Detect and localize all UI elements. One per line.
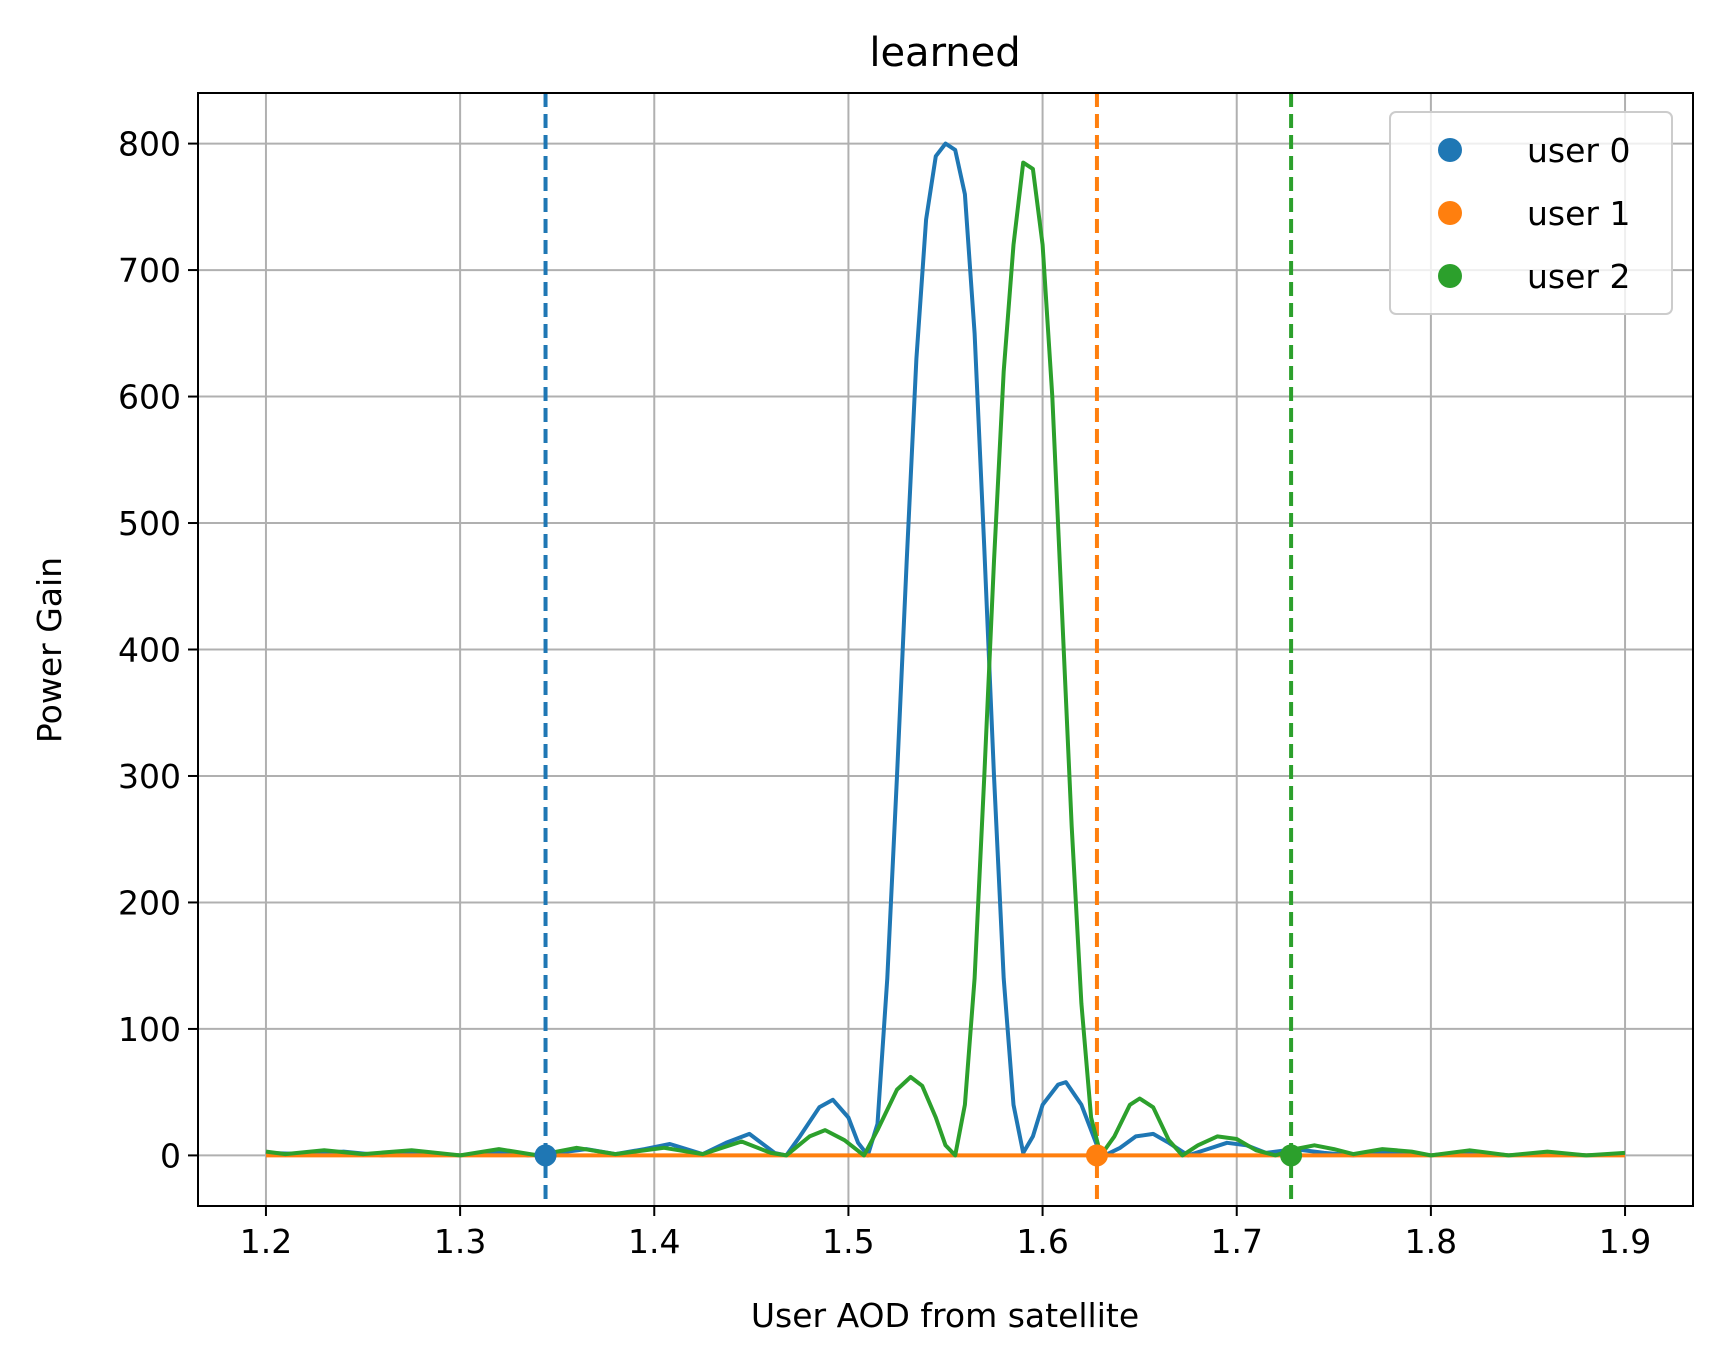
- legend-marker: [1438, 138, 1462, 162]
- y-tick-label: 600: [118, 378, 181, 417]
- y-axis-label: Power Gain: [30, 557, 69, 743]
- x-axis-label: User AOD from satellite: [751, 1296, 1139, 1335]
- user-marker: [1280, 1144, 1303, 1167]
- y-tick-label: 300: [118, 757, 181, 796]
- y-tick-label: 200: [118, 883, 181, 922]
- y-tick-label: 100: [118, 1010, 181, 1049]
- legend-label: user 1: [1527, 194, 1630, 233]
- x-tick-label: 1.8: [1405, 1222, 1457, 1261]
- y-tick-label: 500: [118, 504, 181, 543]
- legend-label: user 0: [1527, 131, 1630, 170]
- series-line: [265, 160, 1626, 1158]
- user-marker: [1085, 1144, 1108, 1167]
- y-tick-label: 0: [160, 1136, 181, 1175]
- legend: user 0 user 1 user 2: [1389, 111, 1673, 315]
- legend-marker: [1438, 201, 1462, 225]
- x-tick-label: 1.4: [628, 1222, 680, 1261]
- x-axis: 1.2 1.3 1.4 1.5 1.6 1.7 1.8 1.9: [240, 1206, 1651, 1261]
- user-markers: [534, 1144, 1303, 1167]
- x-tick-label: 1.6: [1016, 1222, 1068, 1261]
- x-tick-label: 1.2: [240, 1222, 292, 1261]
- y-tick-label: 800: [118, 125, 181, 164]
- chart-title: learned: [869, 30, 1020, 76]
- legend-marker: [1438, 264, 1462, 288]
- x-tick-label: 1.7: [1210, 1222, 1262, 1261]
- x-tick-label: 1.3: [434, 1222, 486, 1261]
- legend-box: [1389, 111, 1673, 315]
- user-marker: [534, 1144, 557, 1167]
- series-lines: [265, 141, 1626, 1158]
- user-aod-lines: [543, 93, 1294, 1206]
- x-tick-label: 1.5: [822, 1222, 874, 1261]
- y-tick-label: 400: [118, 631, 181, 670]
- y-tick-label: 700: [118, 251, 181, 290]
- legend-label: user 2: [1527, 257, 1630, 296]
- y-axis: 0 100 200 300 400 500 600 700 800: [118, 125, 198, 1175]
- x-tick-label: 1.9: [1599, 1222, 1651, 1261]
